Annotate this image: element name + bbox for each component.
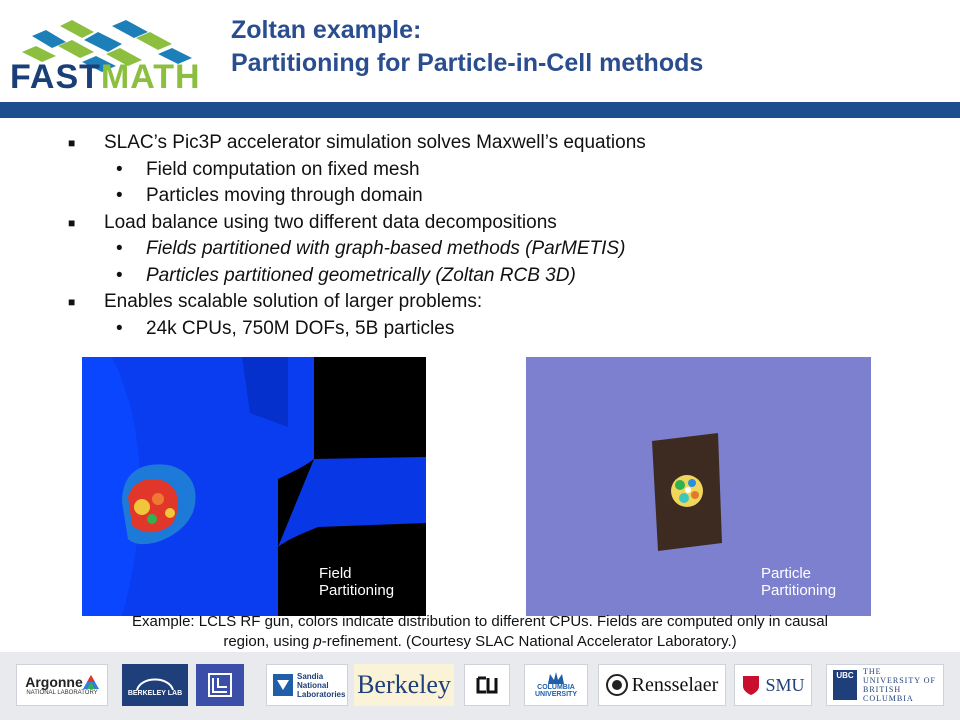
sandia-logo: Sandia National Laboratories <box>266 664 348 706</box>
sub-bullet-item: • Field computation on fixed mesh <box>60 157 920 184</box>
colorado-logo <box>464 664 510 706</box>
llnl-logo <box>196 664 244 706</box>
rensselaer-logo-text: Rensselaer <box>631 673 719 696</box>
sub-bullet-text: 24k CPUs, 750M DOFs, 5B particles <box>146 317 455 339</box>
sandia-text-1: Sandia <box>297 671 324 681</box>
particle-label-line-1: Particle <box>761 565 812 582</box>
square-bullet-icon: ■ <box>68 136 76 150</box>
bullet-item: ■ Enables scalable solution of larger pro… <box>60 289 920 316</box>
header-divider-bar <box>0 102 960 118</box>
smu-shield-icon <box>743 676 760 695</box>
berkeley-lab-dome-icon <box>136 678 174 690</box>
field-partitioning-figure: Field Partitioning <box>82 357 426 616</box>
field-partition-rendering <box>82 357 426 616</box>
caption-line-2-end: -refinement. (Courtesy SLAC National Acc… <box>321 633 737 650</box>
berkeley-logo-text: Berkeley <box>357 670 451 699</box>
smu-logo: SMU <box>734 664 812 706</box>
sandia-text-3: Laboratories <box>297 689 346 699</box>
caption-line-2-start: region, using <box>223 633 314 650</box>
particle-partitioning-figure: Particle Partitioning <box>526 357 871 616</box>
field-label-line-2: Partitioning <box>319 582 395 599</box>
ubc-text-1: THE <box>863 667 882 676</box>
bullet-list: ■ SLAC’s Pic3P accelerator simulation sol… <box>60 130 920 342</box>
ubc-text-3: BRITISH <box>863 685 902 694</box>
smu-logo-text: SMU <box>765 674 805 695</box>
argonne-logo: Argonne NATIONAL LABORATORY <box>16 664 108 706</box>
figure-caption: Example: LCLS RF gun, colors indicate di… <box>40 612 920 652</box>
llnl-emblem-icon <box>208 673 232 697</box>
caption-line-2-italic: p <box>313 633 322 650</box>
square-bullet-icon: ■ <box>68 215 76 230</box>
sub-bullet-text: Field computation on fixed mesh <box>146 158 420 180</box>
fastmath-logo <box>22 20 192 72</box>
title-line-1: Zoltan example: <box>231 16 422 44</box>
logo-text-fast: FAST <box>10 58 101 96</box>
columbia-text-2: UNIVERSITY <box>534 691 577 698</box>
dot-bullet-icon: • <box>116 185 123 206</box>
square-bullet-icon: ■ <box>68 295 76 309</box>
dot-bullet-icon: • <box>116 158 123 180</box>
sub-bullet-text: Fields partitioned with graph-based meth… <box>146 238 626 259</box>
bullet-text: Enables scalable solution of larger prob… <box>104 291 483 312</box>
ubc-crest-text: UBC <box>836 671 854 680</box>
dot-bullet-icon: • <box>116 238 123 259</box>
bullet-item: ■ Load balance using two different data d… <box>60 210 920 237</box>
ubc-crest-icon: UBC <box>833 670 857 700</box>
caption-line-2: region, using p-refinement. (Courtesy SL… <box>40 632 920 652</box>
particle-partition-rendering <box>652 433 722 551</box>
bullet-text: SLAC’s Pic3P accelerator simulation solv… <box>104 132 646 153</box>
title-line-2: Partitioning for Particle-in-Cell method… <box>231 49 704 77</box>
sub-bullet-item: • 24k CPUs, 750M DOFs, 5B particles <box>60 316 920 343</box>
berkeley-logo: Berkeley <box>354 664 454 706</box>
argonne-logo-subtext: NATIONAL LABORATORY <box>26 690 98 696</box>
particle-label-line-2: Partitioning <box>761 582 837 599</box>
sandia-thunderbird-icon <box>273 674 293 696</box>
bullet-item: ■ SLAC’s Pic3P accelerator simulation sol… <box>60 130 920 157</box>
columbia-logo: COLUMBIA UNIVERSITY <box>524 664 588 706</box>
dot-bullet-icon: • <box>116 264 123 286</box>
argonne-logo-text: Argonne <box>25 674 83 690</box>
berkeley-lab-logo: BERKELEY LAB <box>122 664 188 706</box>
rensselaer-logo: Rensselaer <box>598 664 726 706</box>
field-partitioning-label: Field Partitioning <box>319 565 394 599</box>
bullet-text: Load balance using two different data de… <box>104 211 557 233</box>
columbia-crown-icon <box>548 672 564 684</box>
sub-bullet-item: • Fields partitioned with graph-based met… <box>60 236 920 263</box>
rensselaer-seal-icon <box>605 674 628 696</box>
particle-partitioning-label: Particle Partitioning <box>761 565 836 599</box>
caption-line-1: Example: LCLS RF gun, colors indicate di… <box>132 613 828 630</box>
ubc-text-4: COLUMBIA <box>863 694 914 703</box>
dot-bullet-icon: • <box>116 317 123 339</box>
slide-title: Zoltan example: Partitioning for Particl… <box>231 14 703 80</box>
argonne-triangle-icon <box>82 675 99 689</box>
berkeley-lab-logo-text: BERKELEY LAB <box>127 689 183 697</box>
sub-bullet-item: • Particles partitioned geometrically (Zo… <box>60 263 920 290</box>
fastmath-logo-text: FASTMATH <box>10 58 201 97</box>
sub-bullet-item: • Particles moving through domain <box>60 183 920 210</box>
sub-bullet-text: Particles partitioned geometrically (Zol… <box>146 264 576 286</box>
ubc-logo: UBC THE UNIVERSITY OF BRITISH COLUMBIA <box>826 664 944 706</box>
colorado-cu-icon <box>476 676 498 694</box>
columbia-text-1: COLUMBIA <box>537 684 575 691</box>
sandia-text-2: National <box>297 680 329 690</box>
sub-bullet-text: Particles moving through domain <box>146 185 423 206</box>
field-label-line-1: Field <box>319 565 352 582</box>
logo-text-math: MATH <box>100 58 201 96</box>
ubc-text-2: UNIVERSITY OF <box>863 676 936 685</box>
slide-header: FASTMATH Zoltan example: Partitioning fo… <box>0 0 960 100</box>
